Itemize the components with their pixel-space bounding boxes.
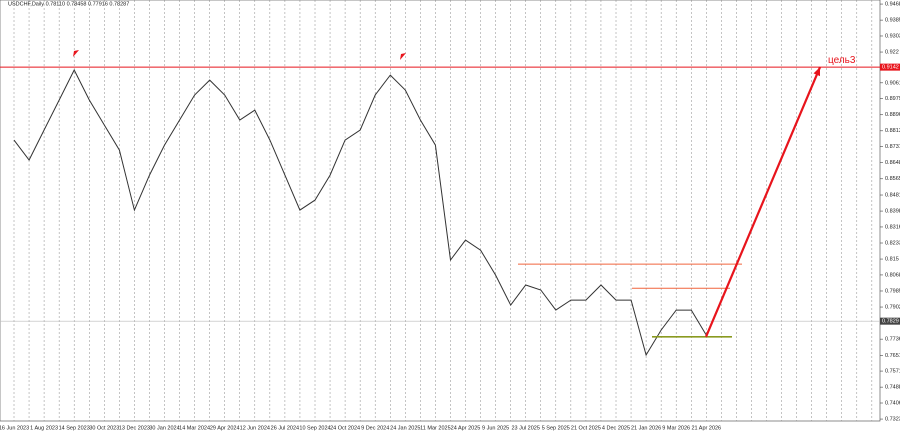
x-tick-label: 14 Mar 2024 [179, 425, 210, 431]
y-tick-label: 0.7571 [885, 369, 900, 375]
y-tick-label: 0.8813 [885, 128, 900, 134]
x-tick-label: 21 Jan 2026 [631, 425, 661, 431]
y-tick-label: 0.8896 [885, 112, 900, 118]
y-tick-label: 0.8068 [885, 272, 900, 278]
x-tick-label: 9 Mar 2026 [662, 425, 690, 431]
x-tick-label: 16 Jun 2023 [0, 425, 29, 431]
arrow-head [813, 67, 821, 77]
y-tick-label: 0.7488 [885, 385, 900, 391]
x-tick-label: 11 Mar 2025 [420, 425, 450, 431]
target-box [880, 63, 900, 71]
y-tick-label: 0.7323 [885, 417, 900, 423]
y-tick-label: 0.922 [885, 49, 899, 55]
x-tick-label: 21 Oct 2025 [571, 425, 601, 431]
x-tick-label: 10 Sep 2024 [299, 425, 330, 431]
x-tick-label: 24 Jan 2025 [390, 425, 420, 431]
y-tick-label: 0.9468 [885, 2, 900, 8]
peak-marker [73, 50, 79, 57]
x-tick-label: 1 Aug 2023 [30, 425, 58, 431]
x-tick-label: 9 Jun 2025 [482, 425, 509, 431]
y-tick-label: 0.8233 [885, 240, 900, 246]
x-tick-label: 4 Dec 2025 [602, 425, 630, 431]
x-tick-label: 30 Jan 2024 [149, 425, 179, 431]
y-tick-label: 0.7985 [885, 288, 900, 294]
y-tick-label: 0.7651 [885, 353, 900, 359]
x-tick-label: 24 Apr 2025 [451, 425, 481, 431]
y-tick-label: 0.815 [885, 257, 899, 263]
x-tick-label: 26 Jul 2024 [271, 425, 299, 431]
peak-marker [400, 53, 406, 60]
x-tick-label: 13 Dec 2023 [119, 425, 150, 431]
price-line [13, 68, 707, 357]
y-tick-label: 0.8316 [885, 224, 900, 230]
y-tick-label: 0.7406 [885, 400, 900, 406]
forecast-arrow [704, 66, 822, 338]
plot-frame [0, 0, 881, 422]
x-tick-label: 30 Oct 2023 [89, 425, 119, 431]
current-price-box [880, 317, 900, 325]
x-tick-label: 14 Sep 2023 [59, 425, 90, 431]
y-tick-label: 0.8565 [885, 176, 900, 182]
y-tick-label: 0.8648 [885, 160, 900, 166]
y-tick-label: 0.9061 [885, 80, 900, 86]
y-tick-label: 0.8398 [885, 209, 900, 215]
y-tick-label: 0.8731 [885, 144, 900, 150]
x-tick-label: 9 Dec 2024 [361, 425, 389, 431]
current-price-label: 0.7829 [882, 319, 899, 325]
y-tick-label: 0.9385 [885, 18, 900, 24]
x-tick-label: 29 Apr 2024 [210, 425, 240, 431]
y-tick-label: 0.7736 [885, 337, 900, 343]
y-tick-label: 0.9303 [885, 33, 900, 39]
x-tick-label: 24 Oct 2024 [330, 425, 360, 431]
x-tick-label: 5 Sep 2025 [542, 425, 570, 431]
target-value-label: 0.9142 [882, 65, 899, 71]
x-tick-label: 21 Apr 2026 [691, 425, 721, 431]
x-tick-label: 12 Jun 2024 [240, 425, 270, 431]
y-tick-label: 0.7902 [885, 304, 900, 310]
y-tick-label: 0.8481 [885, 192, 900, 198]
chart-title: USDCHF,Daily 0.78110 0.78458 0.77916 0.7… [8, 1, 129, 7]
x-tick-label: 23 Jul 2025 [511, 425, 539, 431]
target-label: цель3 [828, 55, 856, 66]
y-tick-label: 0.8979 [885, 96, 900, 102]
